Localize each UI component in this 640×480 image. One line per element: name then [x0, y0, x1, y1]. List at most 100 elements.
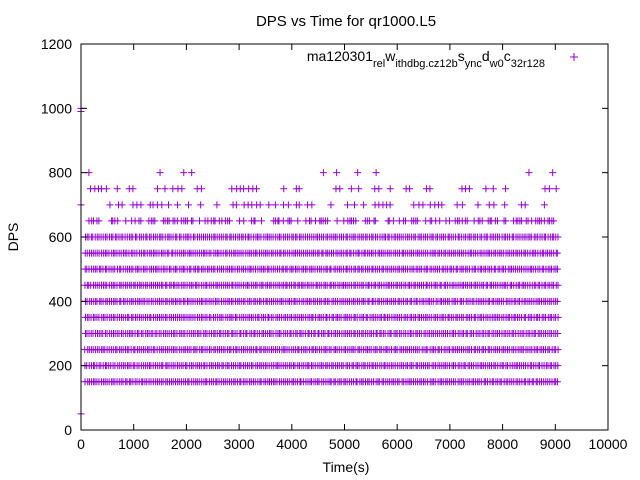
data-point — [118, 201, 126, 209]
data-point — [406, 185, 414, 193]
data-point — [554, 362, 562, 370]
data-point — [106, 201, 114, 209]
data-point — [197, 201, 205, 209]
legend-marker — [570, 53, 578, 61]
data-point — [438, 201, 446, 209]
data-point — [284, 201, 292, 209]
data-point — [333, 217, 341, 225]
data-point — [295, 201, 303, 209]
data-point — [336, 185, 344, 193]
data-point — [386, 185, 394, 193]
data-point — [213, 201, 221, 209]
data-point — [197, 185, 205, 193]
x-tick-label: 1000 — [118, 436, 149, 452]
data-point — [189, 217, 197, 225]
data-point — [137, 217, 145, 225]
scatter-points — [77, 104, 562, 418]
data-point — [553, 378, 561, 386]
data-point — [257, 217, 265, 225]
x-axis-label: Time(s) — [323, 459, 370, 475]
data-point — [521, 201, 529, 209]
data-point — [419, 201, 427, 209]
data-point — [295, 185, 303, 193]
data-point — [180, 169, 188, 177]
data-point — [240, 217, 248, 225]
data-point — [478, 217, 486, 225]
data-point — [129, 185, 137, 193]
data-point — [174, 201, 182, 209]
data-point — [554, 281, 562, 289]
data-point — [463, 217, 471, 225]
y-tick-label: 600 — [49, 229, 73, 245]
data-point — [490, 201, 498, 209]
data-point — [375, 185, 383, 193]
data-point — [95, 217, 103, 225]
data-point — [489, 185, 497, 193]
y-tick-label: 1200 — [41, 36, 72, 52]
data-point — [158, 201, 166, 209]
data-point — [253, 185, 261, 193]
data-point — [426, 185, 434, 193]
data-point — [265, 201, 273, 209]
data-point — [319, 169, 327, 177]
data-point — [553, 249, 561, 257]
data-point — [554, 313, 562, 321]
data-point — [550, 217, 558, 225]
data-point — [540, 201, 548, 209]
data-point — [553, 297, 561, 305]
data-point — [294, 217, 302, 225]
data-point — [354, 169, 362, 177]
data-point — [156, 169, 164, 177]
data-point — [232, 201, 240, 209]
x-tick-label: 6000 — [382, 436, 413, 452]
data-point — [161, 185, 169, 193]
data-point — [552, 185, 560, 193]
x-tick-label: 10000 — [589, 436, 628, 452]
data-point — [185, 201, 193, 209]
data-point — [436, 217, 444, 225]
y-axis-label: DPS — [5, 223, 21, 252]
data-point — [482, 185, 490, 193]
data-point — [549, 169, 557, 177]
axis-ticks: 0 1000 2000 3000 4000 5000 6000 7000 8000 9000 100… — [41, 36, 628, 452]
data-point — [493, 217, 501, 225]
x-tick-label: 0 — [77, 436, 85, 452]
data-point — [458, 201, 466, 209]
chart-title: DPS vs Time for qr1000.L5 — [256, 13, 436, 30]
data-point — [324, 217, 332, 225]
data-point — [333, 169, 341, 177]
data-point — [114, 217, 122, 225]
data-point — [501, 201, 509, 209]
y-tick-label: 400 — [49, 293, 73, 309]
x-tick-label: 9000 — [540, 436, 571, 452]
data-point — [554, 233, 562, 241]
data-point — [102, 185, 110, 193]
data-point — [178, 185, 186, 193]
y-tick-label: 1000 — [41, 100, 72, 116]
x-tick-label: 4000 — [276, 436, 307, 452]
data-point — [386, 201, 394, 209]
data-point — [553, 265, 561, 273]
data-point — [554, 330, 562, 337]
legend-label: ma120301relwithdbg.cz12bsyncdw0c32r128 — [307, 48, 545, 70]
data-point — [113, 185, 121, 193]
data-point — [545, 185, 553, 193]
data-point — [554, 346, 562, 354]
data-point — [308, 201, 316, 209]
data-point — [350, 201, 358, 209]
data-point — [402, 217, 410, 225]
x-tick-label: 3000 — [224, 436, 255, 452]
data-point — [352, 217, 360, 225]
data-point — [347, 185, 355, 193]
data-point — [372, 169, 380, 177]
x-tick-label: 5000 — [329, 436, 360, 452]
data-point — [151, 217, 159, 225]
y-tick-label: 800 — [49, 165, 73, 181]
data-point — [188, 169, 196, 177]
data-point — [271, 201, 279, 209]
data-point — [465, 185, 473, 193]
x-tick-label: 2000 — [171, 436, 202, 452]
data-point — [137, 201, 145, 209]
legend: ma120301relwithdbg.cz12bsyncdw0c32r128 — [307, 48, 578, 70]
